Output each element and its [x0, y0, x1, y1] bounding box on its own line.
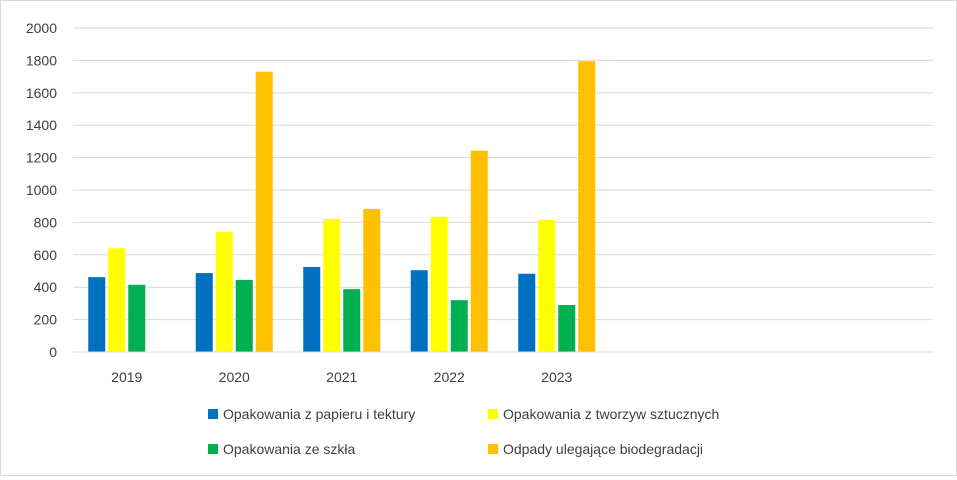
legend-label: Opakowania z papieru i tektury — [223, 406, 415, 422]
legend-swatch — [488, 444, 498, 454]
bar — [518, 273, 536, 352]
bar — [430, 216, 448, 352]
y-tick-label: 800 — [34, 214, 58, 230]
y-tick-label: 1200 — [26, 150, 57, 166]
bar — [235, 279, 253, 352]
legend-swatch — [208, 444, 218, 454]
bar — [578, 61, 596, 353]
x-tick-label: 2020 — [219, 369, 250, 385]
legend-label: Opakowania ze szkła — [223, 441, 356, 457]
x-tick-label: 2022 — [434, 369, 465, 385]
bar — [343, 289, 361, 352]
bar — [410, 270, 428, 352]
y-tick-label: 0 — [49, 344, 57, 360]
bars — [88, 61, 596, 353]
bar — [323, 218, 341, 352]
bar — [450, 300, 468, 352]
y-tick-label: 400 — [34, 279, 58, 295]
y-tick-label: 200 — [34, 312, 58, 328]
bar — [558, 305, 576, 352]
x-axis-ticks: 2019 2020 2021 2022 2023 — [111, 369, 572, 385]
bar — [128, 284, 146, 352]
legend-swatch — [208, 409, 218, 419]
bar — [363, 208, 381, 352]
bar — [538, 219, 556, 352]
y-tick-label: 1800 — [26, 52, 57, 68]
legend-label: Odpady ulegające biodegradacji — [503, 441, 703, 457]
bar — [88, 277, 106, 352]
x-tick-label: 2021 — [326, 369, 357, 385]
bar — [255, 71, 273, 353]
x-tick-label: 2023 — [541, 369, 572, 385]
bar — [108, 248, 126, 352]
y-tick-label: 1000 — [26, 182, 57, 198]
legend-label: Opakowania z tworzyw sztucznych — [503, 406, 719, 422]
x-tick-label: 2019 — [111, 369, 142, 385]
bar — [470, 150, 488, 352]
y-axis-ticks: 0 200 400 600 800 1000 1200 1400 1600 1800 2000 — [26, 20, 57, 360]
y-tick-label: 2000 — [26, 20, 57, 36]
y-tick-label: 1600 — [26, 85, 57, 101]
legend: Opakowania z papieru i tektury Opakowania… — [208, 406, 719, 457]
bar — [303, 266, 321, 352]
bar — [215, 231, 233, 352]
bar — [195, 273, 213, 352]
legend-swatch — [488, 409, 498, 419]
y-tick-label: 1400 — [26, 117, 57, 133]
y-tick-label: 600 — [34, 247, 58, 263]
